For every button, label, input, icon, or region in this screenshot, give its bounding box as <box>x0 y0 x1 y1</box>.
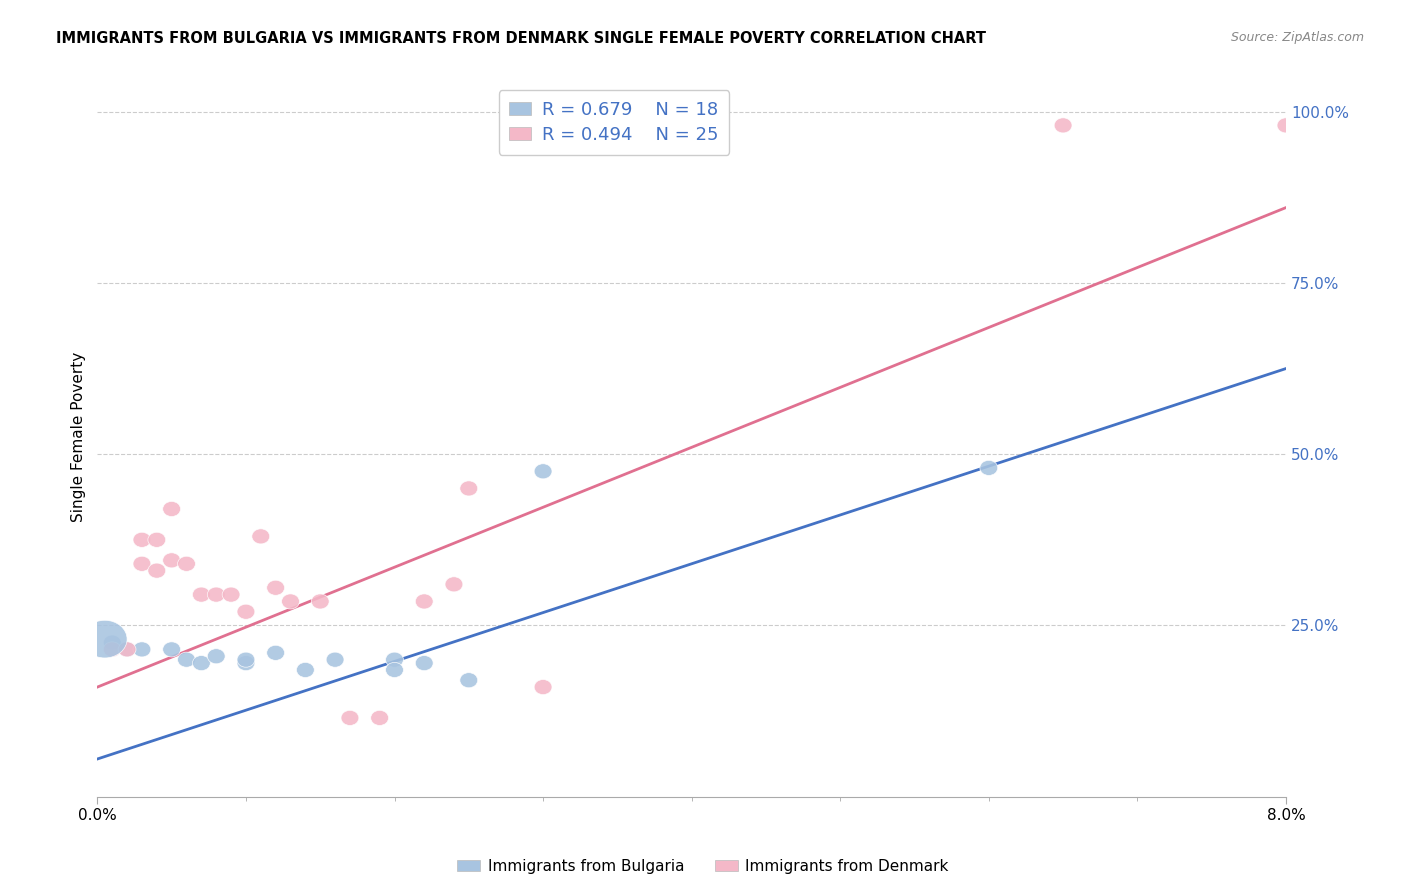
Ellipse shape <box>163 501 180 516</box>
Ellipse shape <box>385 663 404 678</box>
Ellipse shape <box>297 663 315 678</box>
Text: Source: ZipAtlas.com: Source: ZipAtlas.com <box>1230 31 1364 45</box>
Ellipse shape <box>446 577 463 592</box>
Ellipse shape <box>371 710 388 725</box>
Y-axis label: Single Female Poverty: Single Female Poverty <box>72 352 86 522</box>
Ellipse shape <box>148 533 166 548</box>
Ellipse shape <box>207 587 225 602</box>
Ellipse shape <box>460 673 478 688</box>
Ellipse shape <box>252 529 270 544</box>
Ellipse shape <box>193 587 211 602</box>
Ellipse shape <box>326 652 344 667</box>
Ellipse shape <box>267 645 284 660</box>
Ellipse shape <box>238 656 254 671</box>
Ellipse shape <box>267 580 284 595</box>
Ellipse shape <box>238 604 254 619</box>
Ellipse shape <box>134 557 150 571</box>
Ellipse shape <box>311 594 329 609</box>
Ellipse shape <box>103 635 121 650</box>
Ellipse shape <box>980 460 998 475</box>
Ellipse shape <box>238 652 254 667</box>
Ellipse shape <box>415 594 433 609</box>
Ellipse shape <box>222 587 240 602</box>
Ellipse shape <box>534 464 553 479</box>
Ellipse shape <box>134 642 150 657</box>
Ellipse shape <box>177 652 195 667</box>
Ellipse shape <box>281 594 299 609</box>
Ellipse shape <box>148 563 166 578</box>
Ellipse shape <box>83 620 127 658</box>
Ellipse shape <box>415 656 433 671</box>
Ellipse shape <box>134 533 150 548</box>
Legend: Immigrants from Bulgaria, Immigrants from Denmark: Immigrants from Bulgaria, Immigrants fro… <box>451 853 955 880</box>
Ellipse shape <box>342 710 359 725</box>
Ellipse shape <box>118 642 136 657</box>
Ellipse shape <box>193 656 211 671</box>
Ellipse shape <box>163 642 180 657</box>
Ellipse shape <box>385 652 404 667</box>
Ellipse shape <box>1277 118 1295 133</box>
Text: IMMIGRANTS FROM BULGARIA VS IMMIGRANTS FROM DENMARK SINGLE FEMALE POVERTY CORREL: IMMIGRANTS FROM BULGARIA VS IMMIGRANTS F… <box>56 31 986 46</box>
Ellipse shape <box>460 481 478 496</box>
Ellipse shape <box>118 642 136 657</box>
Ellipse shape <box>163 553 180 568</box>
Ellipse shape <box>1054 118 1071 133</box>
Ellipse shape <box>103 642 121 657</box>
Legend: R = 0.679    N = 18, R = 0.494    N = 25: R = 0.679 N = 18, R = 0.494 N = 25 <box>499 90 730 155</box>
Ellipse shape <box>177 557 195 571</box>
Ellipse shape <box>534 680 553 695</box>
Ellipse shape <box>207 648 225 664</box>
